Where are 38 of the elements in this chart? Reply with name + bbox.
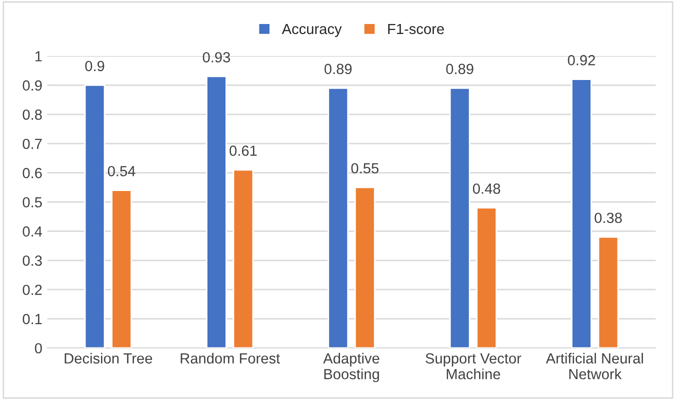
y-tick-label: 0.9 [22,80,42,91]
y-tick-label: 0.5 [22,197,42,208]
data-label: 0.92 [568,55,595,66]
y-tick-label: 0 [34,343,42,354]
y-tick-label: 0.6 [22,168,42,178]
y-tick-label: 0.1 [22,314,42,324]
x-tick-label: Artificial Neural Network [546,352,643,380]
x-tick-label: Decision Tree [64,352,152,364]
data-label: 0.9 [85,60,104,72]
data-label: 0.38 [594,212,622,224]
bar [571,78,592,348]
y-tick-label: 1 [35,51,42,62]
bar [232,169,254,348]
data-label: 0.93 [202,52,230,62]
bar [328,87,349,348]
data-label: 0.55 [351,163,378,174]
bar [476,207,498,348]
legend-label: F1-score [388,24,444,34]
y-tick-label: 0.7 [22,138,42,150]
data-label: 0.89 [324,64,352,74]
legend-label: Accuracy [282,24,342,38]
x-tick-label: Support Vector Machine [426,353,522,380]
x-tick-label: Adaptive Boosting [323,352,380,382]
x-tick-label: Random Forest [180,352,280,364]
data-label: 0.89 [446,64,474,74]
bar [354,186,376,348]
data-label: 0.54 [108,166,136,176]
y-tick-label: 0.3 [22,256,42,266]
bar [111,190,132,348]
data-label: 0.48 [472,184,500,194]
bar [206,76,227,348]
bar [84,84,106,348]
data-label: 0.61 [230,146,257,156]
y-tick-label: 0.2 [22,284,42,296]
y-tick-label: 0.4 [22,226,42,237]
y-tick-label: 0.8 [22,110,42,120]
bar [449,87,470,348]
bar [598,236,619,348]
